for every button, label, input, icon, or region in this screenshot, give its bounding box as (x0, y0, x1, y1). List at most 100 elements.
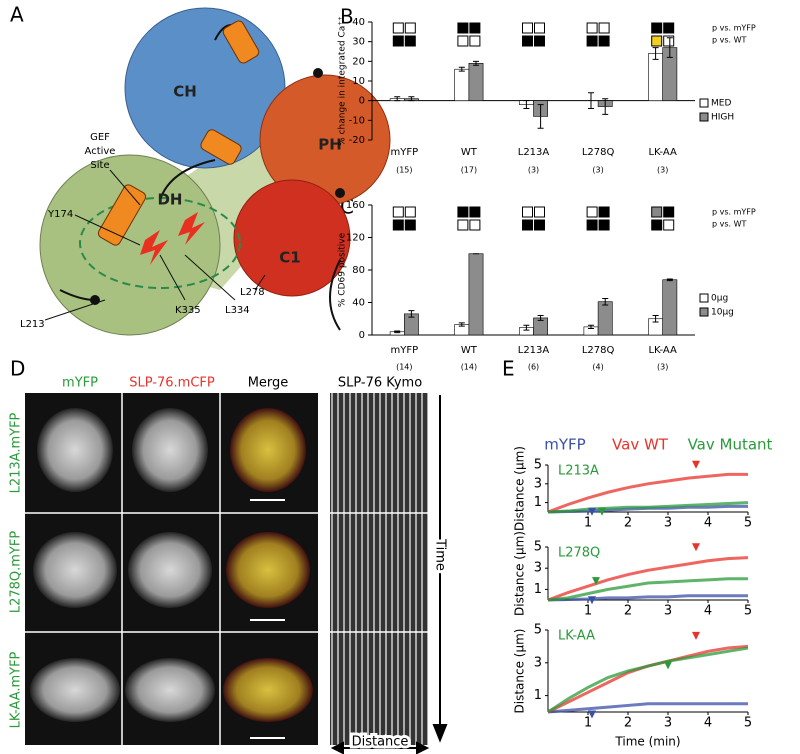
residue-label: L334 (225, 305, 250, 316)
count-label: (3) (657, 166, 668, 175)
x-tick-label: WT (461, 147, 478, 158)
y-tick-label: 20 (352, 56, 365, 67)
significance-square (598, 22, 610, 34)
count-label: (6) (528, 363, 539, 372)
bar (648, 53, 663, 101)
time-arrow (432, 395, 448, 743)
row-label: LK-AA.mYFP (9, 651, 24, 728)
kymograph (330, 393, 428, 745)
y-tick-label: 5 (534, 540, 542, 555)
significance-square (651, 206, 663, 218)
x-tick-label: 1 (584, 516, 592, 531)
y-tick-label: 3 (534, 561, 542, 576)
marker-arrow (692, 631, 700, 640)
legend-label: Vav Mutant (688, 436, 773, 454)
error-bar (652, 47, 659, 60)
significance-square (522, 206, 533, 218)
x-tick-label: 4 (704, 716, 712, 731)
x-tick-label: 3 (664, 716, 672, 731)
legend-swatch (699, 98, 709, 108)
significance-square (534, 22, 545, 34)
y-axis-label: Distance (μm) (513, 446, 527, 531)
cell-image (132, 408, 208, 492)
error-bar (523, 324, 530, 331)
significance-square (392, 206, 404, 218)
error-bar (394, 96, 401, 102)
legend-label: MED (711, 99, 731, 109)
series-line (547, 594, 748, 602)
marker-arrow (588, 710, 596, 719)
count-label: (17) (461, 166, 477, 175)
significance-legend: p vs. WT (712, 220, 747, 229)
significance-square (663, 35, 675, 47)
cell-image (230, 408, 306, 492)
y-tick-label: 0 (359, 330, 365, 341)
residue-label: Y174 (47, 209, 73, 220)
grid-separator (25, 393, 318, 745)
legend-label: 0μg (711, 294, 728, 304)
row-label: L213A.mYFP (9, 412, 24, 493)
domain-label: C1 (279, 249, 300, 267)
joint (313, 68, 323, 78)
subtitle: LK-AA (558, 629, 595, 644)
panel-label: E (502, 357, 515, 381)
significance-square (598, 206, 610, 218)
significance-square (598, 35, 610, 47)
x-tick-label: 3 (664, 516, 672, 531)
error-bar (473, 60, 480, 66)
y-tick-label: 80 (352, 265, 365, 276)
series-line (547, 501, 749, 514)
residue-label: L278 (240, 287, 265, 298)
significance-square (404, 219, 416, 231)
significance-square (469, 22, 481, 34)
significance-square (457, 219, 469, 231)
y-tick-label: 40 (352, 17, 365, 28)
y-tick-label: 10 (352, 76, 365, 87)
significance-square (392, 219, 404, 231)
cell-image (125, 658, 215, 722)
error-bar (666, 278, 673, 282)
bar (468, 62, 484, 101)
column-header: SLP-76.mCFP (129, 376, 215, 391)
error-bar (408, 96, 415, 102)
x-tick-label: 2 (624, 604, 632, 619)
x-tick-label: mYFP (390, 147, 418, 158)
y-axis-label: Distance (μm) (513, 629, 527, 714)
y-tick-label: 1 (534, 688, 542, 703)
y-axis-label: % change in integrated Ca⁺⁺ (338, 16, 348, 146)
y-axis-label: Distance (μm) (513, 531, 527, 616)
y-tick-label: -20 (349, 135, 365, 146)
domain-label: CH (173, 83, 197, 101)
significance-square (586, 35, 598, 47)
x-axis-label: Time (min) (614, 735, 680, 749)
significance-legend: p vs. mYFP (712, 24, 756, 33)
significance-square (651, 22, 663, 34)
legend-swatch (699, 112, 709, 122)
error-bar (587, 92, 594, 110)
joint (335, 188, 345, 198)
micrographs: mYFP SLP-76.mCFP Merge SLP-76 Kymo L213A… (9, 376, 451, 754)
marker-arrow (592, 577, 600, 586)
significance-square (534, 206, 545, 218)
cell-image (30, 658, 120, 722)
count-label: (14) (461, 363, 477, 372)
x-tick-label: L213A (518, 147, 550, 158)
x-tick-label: mYFP (390, 345, 418, 356)
y-tick-label: 3 (534, 655, 542, 670)
significance-square (404, 35, 416, 47)
diagram: CH PH DH C1 GEF Active Site Y174 L213 K3… (20, 7, 391, 336)
significance-legend: p vs. mYFP (712, 208, 756, 217)
cell-image (223, 658, 313, 722)
legend-swatch (699, 307, 709, 317)
marker-arrow (692, 543, 700, 552)
significance-square (586, 22, 598, 34)
significance-square (663, 206, 675, 218)
mutation-bolt (178, 212, 205, 245)
bar (662, 279, 678, 336)
legend-label: Vav WT (612, 436, 669, 454)
c1-domain (233, 179, 351, 297)
y-tick-label: 40 (352, 298, 365, 309)
x-tick-label: L278Q (582, 147, 615, 158)
error-bar (537, 315, 544, 321)
